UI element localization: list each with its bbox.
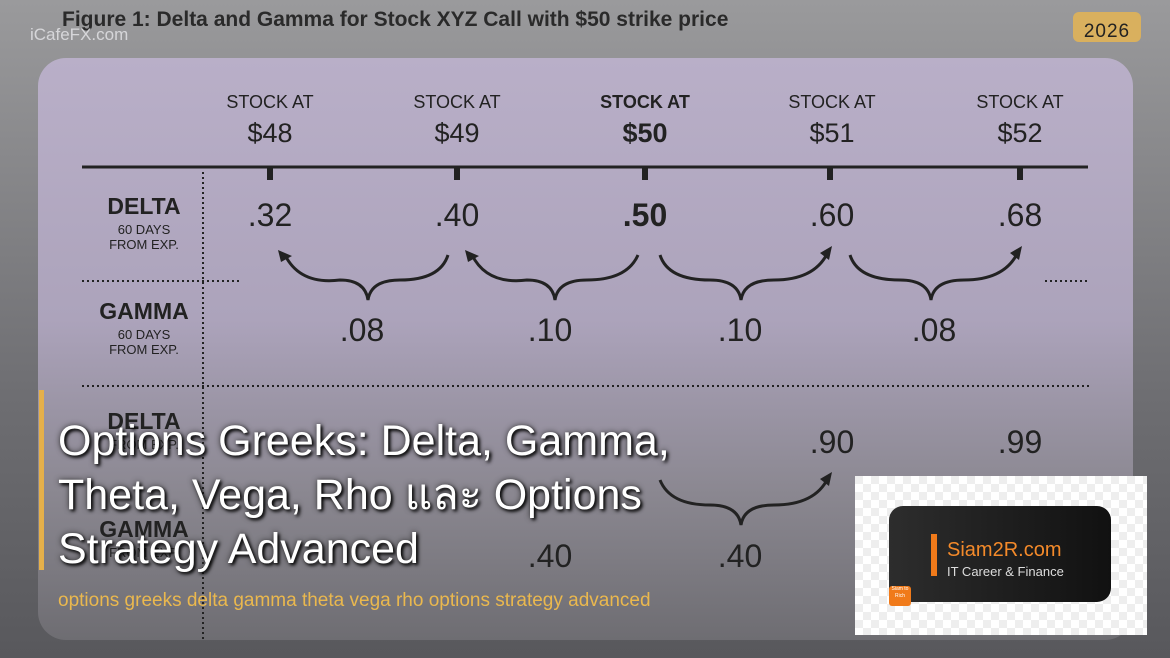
row-subtitle: 60 DAYS FROM EXP. xyxy=(109,222,179,252)
column-label: STOCK AT xyxy=(413,92,501,112)
column-price: $48 xyxy=(247,118,293,148)
column-label: STOCK AT xyxy=(788,92,876,112)
gamma-value: .10 xyxy=(527,312,573,348)
logo-slogan: IT Career & Finance xyxy=(947,564,1064,579)
row-title: DELTA xyxy=(107,193,181,219)
gamma-value: .08 xyxy=(911,312,957,348)
row-label: DELTA 60 DAYS FROM EXP. xyxy=(74,193,214,252)
column-label: STOCK AT xyxy=(226,92,314,112)
logo: Siam2R.com IT Career & Finance Siam to R… xyxy=(855,476,1147,635)
row-label: DELTA FROM EXP. xyxy=(74,408,214,452)
delta-value: .50 xyxy=(622,197,668,233)
column-label: STOCK AT xyxy=(976,92,1064,112)
year-badge: 2026 xyxy=(1073,12,1141,42)
delta-value: .32 xyxy=(247,197,293,233)
column-price: $52 xyxy=(997,118,1043,148)
logo-accent xyxy=(931,534,937,576)
row-label: GAMMA FROM EXP. xyxy=(74,516,214,560)
watermark: iCafeFX.com xyxy=(30,25,129,44)
row-subtitle: FROM EXP. xyxy=(109,545,179,560)
logo-icon: Siam to Rich xyxy=(889,586,911,606)
tagline: options greeks delta gamma theta vega rh… xyxy=(58,590,651,611)
delta-value: .99 xyxy=(997,424,1043,460)
delta-value: .68 xyxy=(997,197,1043,233)
gamma-value: .08 xyxy=(339,312,385,348)
row-subtitle: 60 DAYS FROM EXP. xyxy=(109,327,179,357)
delta-value: .90 xyxy=(809,424,855,460)
delta-value: .60 xyxy=(809,197,855,233)
row-label: GAMMA 60 DAYS FROM EXP. xyxy=(74,298,214,357)
headline: Options Greeks: Delta, Gamma, Theta, Veg… xyxy=(58,417,670,573)
row-title: GAMMA xyxy=(99,516,189,542)
row-title: GAMMA xyxy=(99,298,189,324)
logo-card: Siam2R.com IT Career & Finance xyxy=(889,506,1111,602)
accent-bar xyxy=(39,390,44,570)
gamma-value: .40 xyxy=(717,538,763,574)
gamma-value: .10 xyxy=(717,312,763,348)
column-price: $51 xyxy=(809,118,855,148)
column-label: STOCK AT xyxy=(600,92,690,112)
row-subtitle: FROM EXP. xyxy=(109,437,179,452)
logo-name: Siam2R.com xyxy=(947,539,1062,561)
column-price: $50 xyxy=(622,118,668,148)
delta-value: .40 xyxy=(434,197,480,233)
gamma-value: .40 xyxy=(527,538,573,574)
row-title: DELTA xyxy=(107,408,181,434)
column-price: $49 xyxy=(434,118,480,148)
figure-title: Figure 1: Delta and Gamma for Stock XYZ … xyxy=(62,8,729,31)
